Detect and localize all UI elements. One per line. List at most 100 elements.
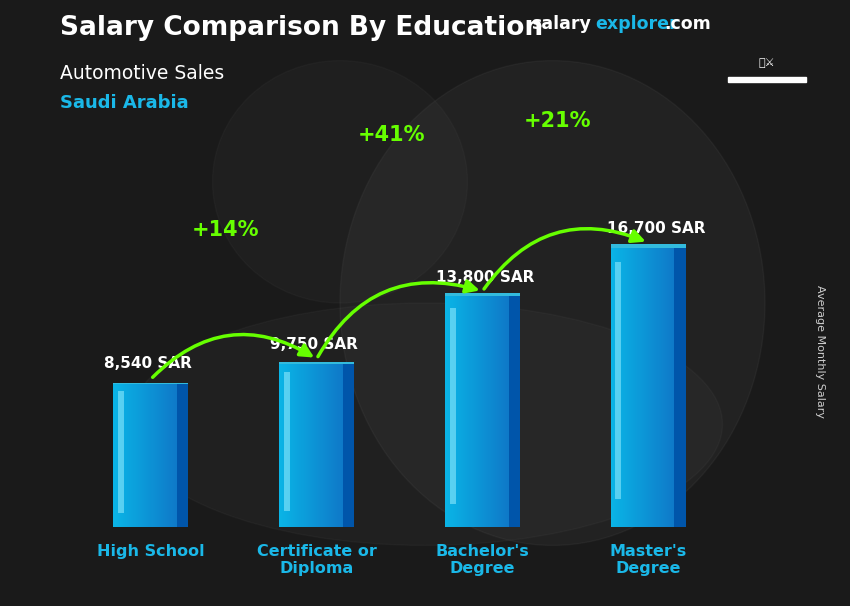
Bar [447, 296, 448, 527]
Bar [120, 384, 121, 527]
Bar [504, 296, 506, 527]
Bar [667, 248, 668, 527]
Bar [134, 384, 136, 527]
Bar [455, 296, 456, 527]
Bar [323, 364, 324, 527]
Bar [480, 296, 481, 527]
Bar [472, 296, 473, 527]
Bar [464, 296, 465, 527]
Bar [643, 248, 645, 527]
Bar [491, 296, 493, 527]
Bar [292, 364, 293, 527]
Bar [151, 384, 152, 527]
Bar [493, 296, 494, 527]
Bar [306, 364, 307, 527]
Bar [307, 364, 308, 527]
Bar [321, 364, 323, 527]
Bar [485, 296, 486, 527]
Bar [450, 296, 451, 527]
Bar [284, 364, 285, 527]
Bar [654, 248, 655, 527]
Bar [613, 248, 615, 527]
Bar [164, 384, 165, 527]
Bar [173, 384, 175, 527]
Bar [459, 296, 460, 527]
Bar [159, 384, 160, 527]
Bar [494, 296, 495, 527]
Bar [489, 296, 490, 527]
Bar [454, 296, 455, 527]
Bar [304, 364, 306, 527]
Bar [616, 248, 617, 527]
Bar [659, 248, 660, 527]
Bar [343, 364, 354, 527]
Bar [169, 384, 171, 527]
Bar [128, 384, 129, 527]
Bar [316, 364, 317, 527]
Text: +41%: +41% [358, 125, 425, 145]
Bar [495, 296, 496, 527]
Bar [165, 384, 167, 527]
Bar [329, 364, 330, 527]
Bar [456, 296, 458, 527]
Bar [499, 296, 500, 527]
Bar [467, 296, 468, 527]
Bar [484, 296, 485, 527]
Bar [461, 296, 462, 527]
Bar [458, 296, 459, 527]
Bar [158, 384, 159, 527]
Bar [341, 364, 342, 527]
Bar [320, 364, 321, 527]
Bar [125, 384, 126, 527]
Bar [339, 364, 341, 527]
Bar [113, 382, 188, 384]
Bar [660, 248, 661, 527]
Bar [143, 384, 144, 527]
Bar [303, 364, 304, 527]
Bar [656, 248, 658, 527]
Bar [450, 296, 451, 527]
Bar [648, 248, 649, 527]
Bar [147, 384, 148, 527]
Text: Automotive Sales: Automotive Sales [60, 64, 224, 82]
Bar [337, 364, 338, 527]
Bar [116, 384, 117, 527]
Bar [168, 384, 169, 527]
Bar [452, 296, 454, 527]
Bar [462, 296, 463, 527]
Bar [500, 296, 501, 527]
Bar [126, 384, 128, 527]
Bar [295, 364, 296, 527]
Bar [325, 364, 326, 527]
Bar [479, 296, 480, 527]
Bar [451, 296, 452, 527]
Bar [496, 296, 497, 527]
Bar [476, 296, 477, 527]
Bar [122, 384, 123, 527]
Bar [115, 384, 116, 527]
Bar [317, 364, 319, 527]
Bar [625, 248, 626, 527]
Bar [621, 248, 622, 527]
Bar [642, 248, 643, 527]
Bar [312, 364, 313, 527]
Bar [650, 248, 651, 527]
Bar [450, 308, 456, 504]
Bar [465, 296, 467, 527]
Bar [326, 364, 327, 527]
Bar [463, 296, 464, 527]
Bar [487, 296, 489, 527]
Bar [282, 364, 284, 527]
Bar [327, 364, 328, 527]
Bar [310, 364, 311, 527]
Bar [649, 248, 650, 527]
Bar [497, 296, 498, 527]
Bar [309, 364, 310, 527]
Bar [314, 364, 315, 527]
Bar [624, 248, 625, 527]
Bar [156, 384, 158, 527]
Bar [448, 296, 450, 527]
Bar [445, 293, 519, 296]
Bar [638, 248, 639, 527]
Bar [635, 248, 637, 527]
